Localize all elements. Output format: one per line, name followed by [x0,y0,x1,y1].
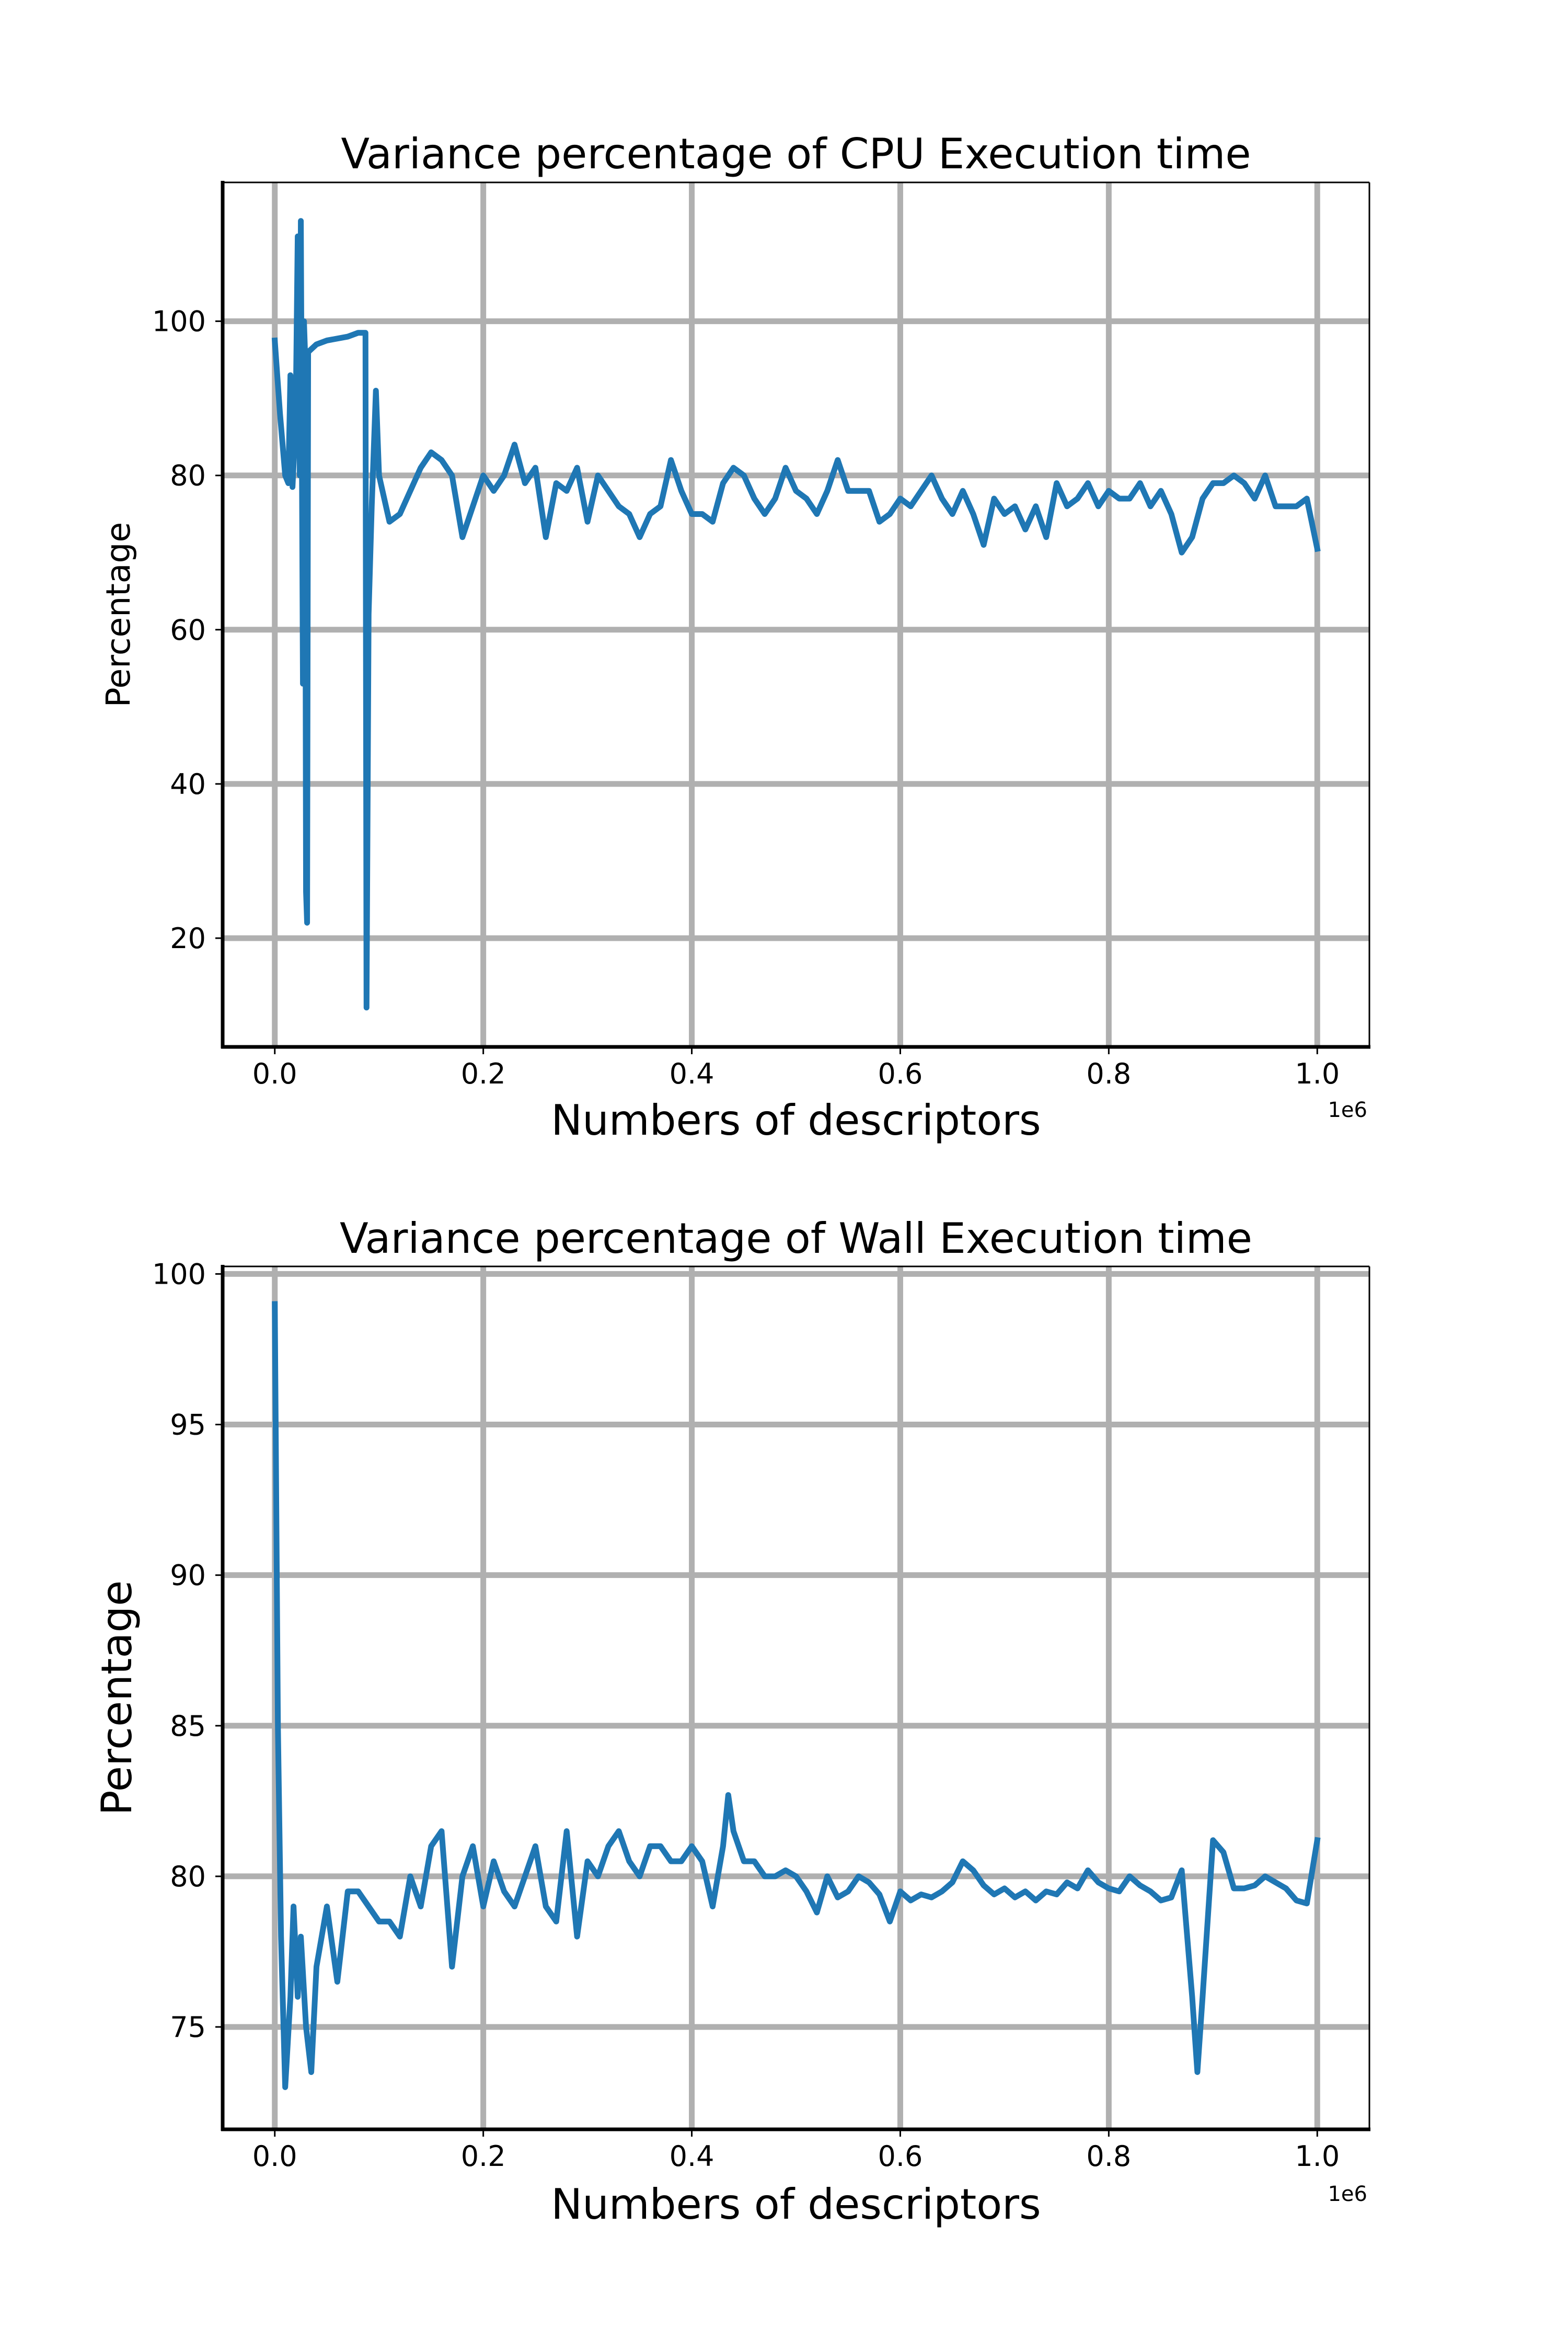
y-tick-label: 20 [170,922,206,955]
y-tick-label: 40 [170,768,206,801]
y-tick-label: 100 [152,305,206,338]
x-axis-label: Numbers of descriptors [551,1096,1041,1145]
chart-title: Variance percentage of CPU Execution tim… [341,130,1251,178]
x-axis-label: Numbers of descriptors [551,2180,1041,2229]
y-tick-label: 85 [170,1710,206,1743]
y-tick-label: 100 [152,1258,206,1290]
plot-area [223,1266,1369,2129]
x-offset-label: 1e6 [1328,2182,1367,2206]
y-tick-label: 95 [170,1409,206,1442]
y-tick-label: 80 [170,459,206,492]
y-axis-label: Percentage [99,522,137,707]
y-tick-label: 90 [170,1559,206,1592]
y-tick-label: 75 [170,2011,206,2044]
x-tick-label: 0.0 [252,1057,297,1090]
x-tick-label: 0.6 [878,1057,923,1090]
x-tick-label: 0.4 [670,1057,714,1090]
x-tick-label: 1.0 [1295,1057,1340,1090]
x-tick-label: 0.0 [252,2140,297,2173]
data-line [271,218,1321,1011]
x-tick-label: 0.2 [461,1057,506,1090]
chart-title: Variance percentage of Wall Execution ti… [340,1214,1252,1263]
data-line [272,1301,1321,2090]
y-tick-label: 80 [170,1860,206,1893]
x-offset-label: 1e6 [1328,1098,1367,1122]
plot-area [223,182,1369,1047]
x-tick-label: 0.8 [1086,1057,1131,1090]
y-axis-label: Percentage [93,1580,141,1815]
x-tick-label: 0.2 [461,2140,506,2173]
x-tick-label: 0.6 [878,2140,923,2173]
x-tick-label: 0.4 [670,2140,714,2173]
y-tick-label: 60 [170,614,206,647]
x-tick-label: 1.0 [1295,2140,1340,2173]
x-tick-label: 0.8 [1086,2140,1131,2173]
